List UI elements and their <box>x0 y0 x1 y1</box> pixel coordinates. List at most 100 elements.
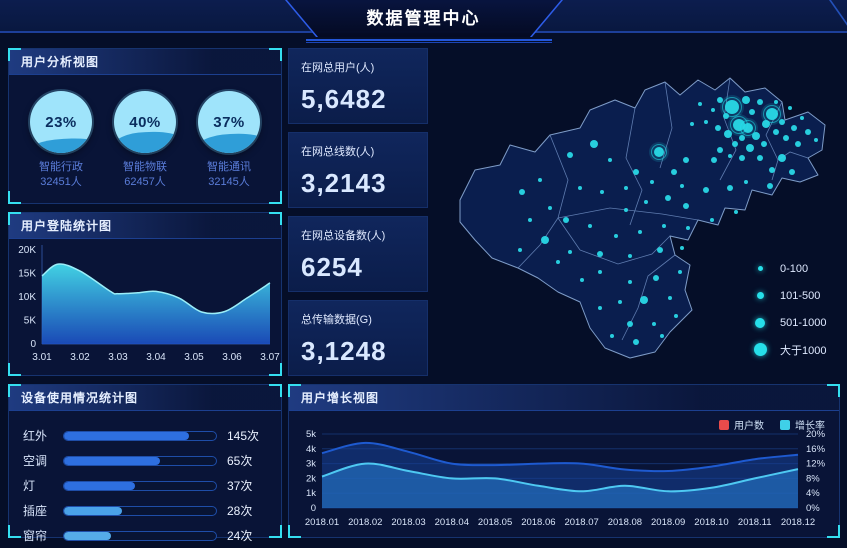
device-bar-fill <box>64 431 189 440</box>
device-bar-track <box>63 505 217 516</box>
legend-range-label: 101-500 <box>780 289 821 302</box>
svg-text:10K: 10K <box>18 292 36 303</box>
legend-range-label: 大于1000 <box>780 344 827 357</box>
stat-card-total-users: 在网总用户(人) 5,6482 <box>288 48 428 124</box>
svg-text:15K: 15K <box>18 269 36 280</box>
panel-device-title: 设备使用情况统计图 <box>9 385 281 411</box>
stat-card-total-lines: 在网总线数(人) 3,2143 <box>288 132 428 208</box>
device-usage-row: 灯 37次 <box>23 473 267 498</box>
panel-user-growth: 用户增长视图 用户数 增长率 0 0% 1k 4% 2k 8% 3k 12% 4k 16% 5k 20… <box>288 384 840 538</box>
device-usage-row: 窗帘 24次 <box>23 523 267 548</box>
svg-text:2018.02: 2018.02 <box>348 517 382 528</box>
svg-text:0%: 0% <box>806 503 820 514</box>
login-chart-svg: 0 5K 10K 15K 20K 3.01 3.02 3.03 3.04 3.05 3.06 3.07 <box>18 245 280 363</box>
map-legend-item: 101-500 <box>752 282 827 309</box>
device-bar-track <box>63 430 217 441</box>
svg-text:20%: 20% <box>806 429 826 440</box>
svg-text:3.07: 3.07 <box>260 352 280 363</box>
legend-item-users[interactable]: 用户数 <box>719 417 764 432</box>
svg-text:2018.04: 2018.04 <box>435 517 469 528</box>
device-label: 空调 <box>23 454 48 468</box>
svg-text:12%: 12% <box>806 459 826 470</box>
svg-text:3k: 3k <box>306 459 316 470</box>
svg-text:0: 0 <box>311 503 316 514</box>
device-label: 灯 <box>23 479 36 493</box>
device-label: 窗帘 <box>23 529 48 543</box>
svg-text:2018.08: 2018.08 <box>608 517 642 528</box>
legend-item-growth[interactable]: 增长率 <box>780 417 825 432</box>
svg-text:2018.11: 2018.11 <box>738 517 772 528</box>
svg-text:3.02: 3.02 <box>70 352 90 363</box>
svg-text:3.05: 3.05 <box>184 352 204 363</box>
svg-text:1k: 1k <box>306 488 316 499</box>
login-area-chart: 0 5K 10K 15K 20K 3.01 3.02 3.03 3.04 3.05 3.06 3.07 <box>12 240 280 379</box>
device-value: 37次 <box>227 479 253 493</box>
panel-user-analysis: 用户分析视图 23% 智能行政 32451人 40% 智能物联 62457人 <box>8 48 282 204</box>
stat-label: 在网总设备数(人) <box>301 230 386 242</box>
device-bar-track <box>63 530 217 541</box>
legend-label: 增长率 <box>795 421 825 432</box>
topbar-diagonal-decor <box>829 0 847 33</box>
device-bar-fill <box>64 456 160 465</box>
svg-text:2018.05: 2018.05 <box>478 517 512 528</box>
device-label: 红外 <box>23 429 48 443</box>
legend-dot-icon <box>752 292 768 299</box>
growth-chart-svg: 0 0% 1k 4% 2k 8% 3k 12% 4k 16% 5k 20% 2018.01 2018.02… <box>305 429 826 528</box>
device-value: 24次 <box>227 529 253 543</box>
legend-range-label: 0-100 <box>780 262 809 275</box>
gauge-admin: 23% 智能行政 32451人 <box>23 91 99 190</box>
device-usage-row: 插座 28次 <box>23 498 267 523</box>
svg-text:2018.10: 2018.10 <box>694 517 728 528</box>
stat-label: 在网总线数(人) <box>301 146 375 158</box>
device-label: 插座 <box>23 504 48 518</box>
map-legend: 0-100 101-500 501-1000 大于1000 <box>752 255 827 363</box>
device-usage-row: 空调 65次 <box>23 448 267 473</box>
map-legend-item: 0-100 <box>752 255 827 282</box>
svg-text:0: 0 <box>30 339 36 350</box>
gauge-percent: 40% <box>129 113 161 131</box>
panel-user-analysis-title: 用户分析视图 <box>9 49 281 75</box>
svg-text:2018.01: 2018.01 <box>305 517 339 528</box>
device-bar-track <box>63 480 217 491</box>
growth-chart-legend: 用户数 增长率 <box>719 417 825 432</box>
svg-text:3.01: 3.01 <box>32 352 52 363</box>
legend-dot-icon <box>752 343 768 356</box>
map-legend-item: 501-1000 <box>752 309 827 336</box>
map-svg <box>459 77 826 359</box>
svg-text:5k: 5k <box>306 429 316 440</box>
svg-text:2018.12: 2018.12 <box>781 517 815 528</box>
legend-dot-icon <box>752 266 768 271</box>
stat-value: 6254 <box>301 252 363 282</box>
svg-text:5K: 5K <box>24 316 37 327</box>
stat-value: 3,1248 <box>301 336 387 366</box>
gauge-label: 智能行政 32451人 <box>39 161 83 188</box>
legend-range-label: 501-1000 <box>780 316 827 329</box>
panel-device-usage: 设备使用情况统计图 红外 145次空调 65次灯 37次插座 28次窗帘 24次 <box>8 384 282 543</box>
title-trapezoid <box>285 0 562 37</box>
map-outline <box>459 77 826 359</box>
svg-text:3.04: 3.04 <box>146 352 166 363</box>
panel-login-title: 用户登陆统计图 <box>9 213 281 239</box>
svg-text:8%: 8% <box>806 473 820 484</box>
growth-area-chart: 0 0% 1k 4% 2k 8% 3k 12% 4k 16% 5k 20% 2018.01 2018.02… <box>292 412 840 543</box>
gauge-comm: 37% 智能通讯 32145人 <box>191 91 267 190</box>
map-legend-item: 大于1000 <box>752 336 827 363</box>
page-title: 数据管理中心 <box>366 9 481 28</box>
device-usage-row: 红外 145次 <box>23 423 267 448</box>
stat-label: 在网总用户(人) <box>301 62 375 74</box>
gauge-label: 智能物联 62457人 <box>123 161 167 188</box>
legend-label: 用户数 <box>734 421 764 432</box>
svg-text:2018.09: 2018.09 <box>651 517 685 528</box>
device-value: 65次 <box>227 454 253 468</box>
liquid-gauge-circle: 37% <box>198 91 260 153</box>
gauge-percent: 37% <box>213 113 245 131</box>
svg-text:16%: 16% <box>806 444 826 455</box>
svg-text:2018.06: 2018.06 <box>521 517 555 528</box>
panel-growth-title: 用户增长视图 <box>289 385 839 411</box>
svg-text:20K: 20K <box>18 245 36 256</box>
liquid-gauge-circle: 23% <box>30 91 92 153</box>
gauge-percent: 23% <box>45 113 77 131</box>
stat-label: 总传输数据(G) <box>301 314 372 326</box>
svg-text:2018.03: 2018.03 <box>391 517 425 528</box>
device-bar-fill <box>64 481 136 490</box>
